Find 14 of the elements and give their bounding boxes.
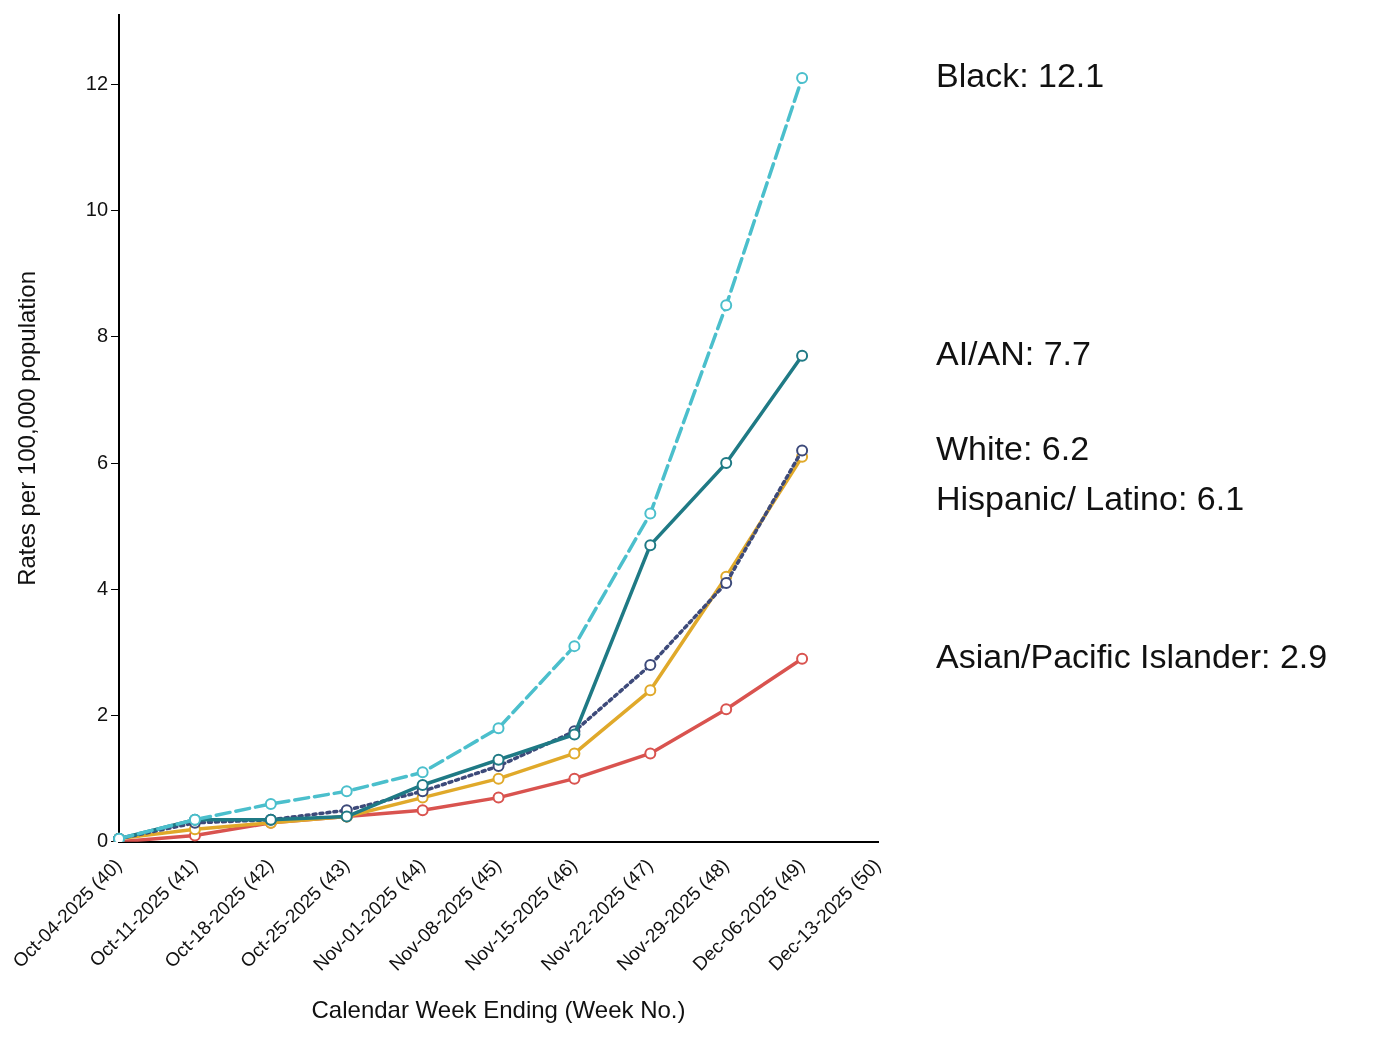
x-axis-title: Calendar Week Ending (Week No.) — [311, 996, 686, 1024]
y-tick-label: 6 — [96, 450, 109, 473]
text: Black: 12.1 — [936, 56, 1105, 95]
y-axis-title: Rates per 100,000 population — [13, 270, 41, 586]
text: AI/AN: 7.7 — [936, 334, 1091, 373]
y-tick-label: 12 — [85, 71, 109, 94]
y-tick-label: 8 — [96, 324, 109, 347]
y-tick-label: 4 — [96, 576, 109, 599]
y-tick-label: 10 — [85, 198, 109, 221]
text: Hispanic/ Latino: 6.1 — [936, 478, 1245, 517]
y-tick-label: 0 — [96, 829, 109, 852]
text: White: 6.2 — [936, 428, 1090, 467]
text: Asian/Pacific Islander: 2.9 — [936, 637, 1328, 676]
y-tick-label: 2 — [96, 703, 109, 726]
